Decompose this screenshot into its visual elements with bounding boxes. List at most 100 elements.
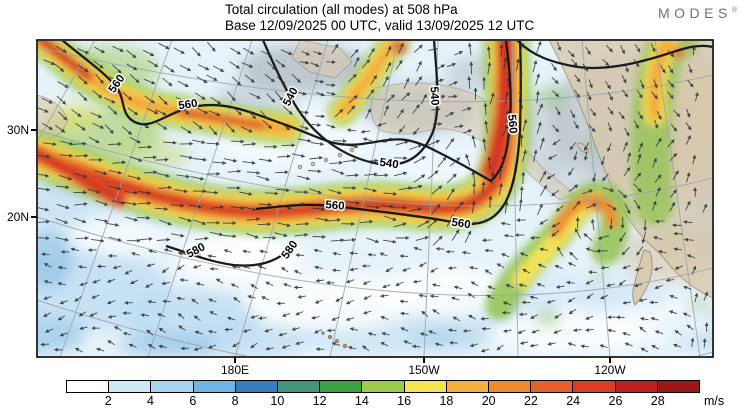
wind-arrow <box>609 218 614 231</box>
wind-arrow <box>295 341 304 346</box>
wind-arrow <box>484 248 494 253</box>
wind-arrow <box>124 216 139 222</box>
wind-arrow <box>242 160 256 165</box>
lon-tick <box>423 357 425 363</box>
wind-arrow <box>618 111 625 120</box>
wind-arrow <box>278 332 287 337</box>
wind-arrow <box>246 232 260 239</box>
wind-arrow <box>633 183 642 193</box>
wind-arrow <box>196 107 209 114</box>
wind-arrow <box>505 135 510 149</box>
wind-arrow <box>312 234 327 239</box>
wind-arrow <box>171 233 185 238</box>
wind-arrow <box>127 107 139 116</box>
wind-arrow <box>293 270 302 275</box>
wind-arrow <box>624 127 630 137</box>
wind-arrow <box>77 48 90 54</box>
wind-arrow <box>702 338 707 348</box>
wind-arrow <box>484 269 493 275</box>
wind-arrow <box>154 206 169 211</box>
contour-label: 560 <box>505 114 519 134</box>
wind-arrow <box>592 172 597 183</box>
wind-arrow <box>446 173 457 184</box>
wind-arrow <box>192 139 206 145</box>
wind-arrow <box>281 267 289 273</box>
wind-arrow <box>179 278 189 282</box>
wind-arrow <box>126 49 137 59</box>
wind-arrow <box>636 245 644 256</box>
wind-arrow <box>502 301 512 306</box>
wind-arrow <box>400 311 409 316</box>
wind-arrow <box>299 110 309 115</box>
wind-arrow <box>129 156 143 162</box>
wind-arrow <box>256 175 270 181</box>
colorbar-tick-label: 26 <box>608 394 623 408</box>
wind-arrow <box>622 300 632 305</box>
wind-arrow <box>258 202 272 207</box>
wind-arrow <box>90 112 103 118</box>
wind-arrow <box>420 93 427 105</box>
wind-arrow <box>127 175 142 181</box>
wind-arrow <box>575 216 580 229</box>
wind-arrow <box>673 231 683 236</box>
wind-arrow <box>467 221 477 227</box>
wind-arrow <box>105 222 120 227</box>
wind-arrow <box>487 285 496 290</box>
wind-arrow <box>277 222 291 228</box>
wind-arrow <box>448 81 459 86</box>
wind-arrow <box>428 330 437 335</box>
wind-arrow <box>212 65 225 72</box>
wind-arrow <box>590 218 595 231</box>
wind-arrow <box>653 79 658 89</box>
wind-arrow <box>383 158 397 163</box>
wind-arrow <box>348 95 358 104</box>
wind-arrow <box>417 220 430 228</box>
wind-arrow <box>246 217 261 222</box>
wind-arrow <box>633 59 640 68</box>
wind-arrow <box>43 296 52 300</box>
wind-arrow <box>147 299 156 304</box>
wind-arrow <box>434 342 444 347</box>
wind-arrow <box>651 200 657 211</box>
wind-arrow <box>38 107 49 113</box>
wind-arrow <box>161 281 170 286</box>
wind-arrow <box>572 200 581 210</box>
wind-arrow <box>633 199 641 210</box>
colorbar-cell <box>193 381 236 392</box>
wind-arrow <box>164 64 175 73</box>
wind-arrow <box>277 154 291 159</box>
wind-arrow <box>55 218 69 224</box>
wind-arrow <box>209 266 219 271</box>
wind-arrow <box>618 279 626 286</box>
wind-arrow <box>546 299 556 304</box>
wind-arrow <box>56 95 67 105</box>
wind-arrow <box>208 110 221 116</box>
wind-arrow <box>461 250 471 255</box>
wind-arrow <box>190 176 205 181</box>
wind-arrow <box>158 219 172 226</box>
wind-arrow <box>57 111 68 121</box>
wind-arrow <box>43 263 52 268</box>
wind-arrow <box>531 329 540 334</box>
wind-arrow <box>328 189 342 195</box>
wind-arrow <box>488 195 493 209</box>
wind-arrow <box>247 109 257 120</box>
wind-arrow <box>170 203 185 208</box>
wind-arrow <box>311 123 322 127</box>
wind-arrow <box>504 200 509 214</box>
wind-arrow <box>348 73 357 83</box>
wind-arrow <box>651 91 658 100</box>
wind-arrow <box>687 79 694 88</box>
brand-reg-mark: ® <box>731 7 737 14</box>
wind-arrow <box>360 129 371 134</box>
wind-arrow <box>329 160 344 165</box>
wind-arrow <box>143 170 158 175</box>
wind-arrow <box>75 236 90 241</box>
wind-arrow <box>482 137 487 151</box>
wind-arrow <box>602 187 615 192</box>
wind-arrow <box>43 279 53 284</box>
wind-arrow <box>345 317 355 322</box>
colorbar-cell <box>446 381 490 392</box>
wind-arrow <box>193 157 207 162</box>
wind-arrow <box>309 155 324 160</box>
